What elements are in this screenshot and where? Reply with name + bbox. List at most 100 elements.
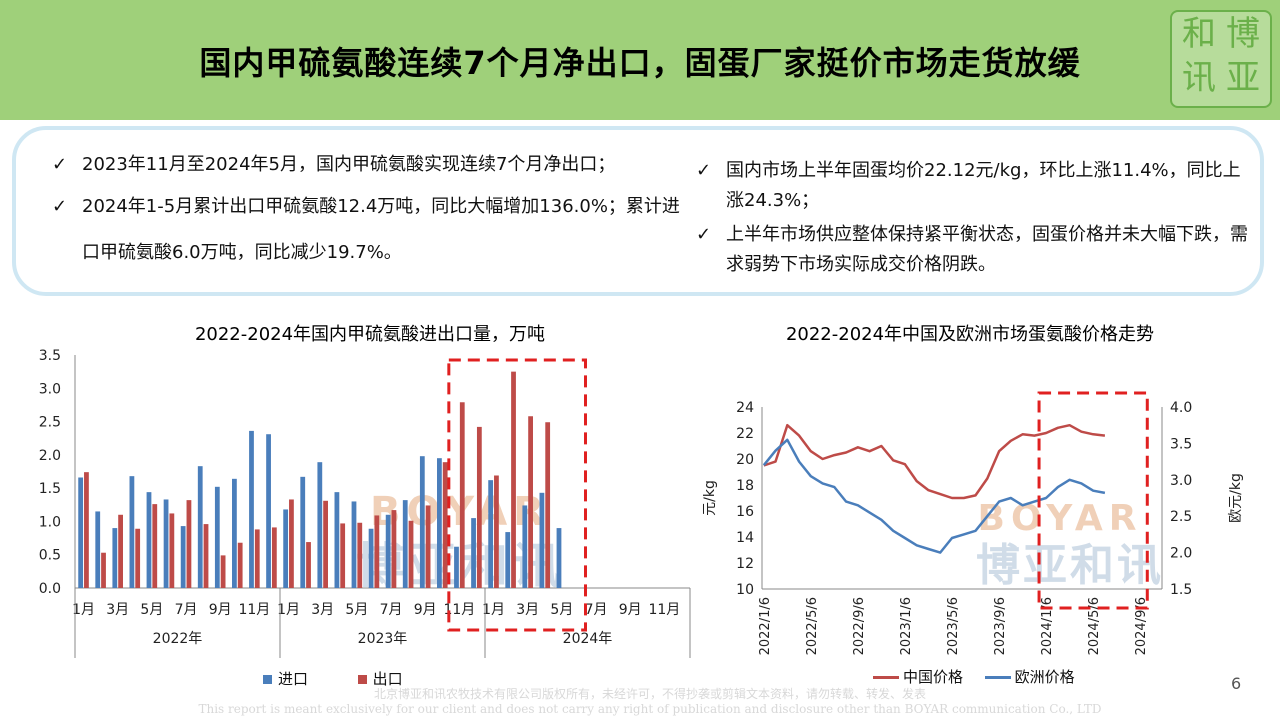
import-bar — [556, 528, 562, 588]
import-bar — [180, 526, 186, 588]
legend-import-label: 进口 — [278, 670, 309, 688]
export-bar — [511, 371, 516, 588]
bar-chart: BOYAR博亚和讯0.00.51.01.52.02.53.03.51月3月5月7… — [39, 348, 691, 658]
x-tick-label: 2024/5/6 — [1087, 597, 1102, 655]
x-tick-label: 7月 — [380, 602, 403, 618]
x-tick-label: 1月 — [72, 602, 95, 618]
bullet-item: 2024年1-5月累计出口甲硫氨酸12.4万吨，同比大幅增加136.0%；累计进… — [52, 184, 692, 276]
export-bar — [323, 500, 328, 588]
highlight-box — [447, 358, 588, 632]
y-tick-label: 12 — [736, 556, 754, 572]
page-title: 国内甲硫氨酸连续7个月净出口，固蛋厂家挺价市场走货放缓 — [199, 44, 1081, 82]
export-bar — [289, 499, 294, 588]
header-bar: 国内甲硫氨酸连续7个月净出口，固蛋厂家挺价市场走货放缓 和博讯亚 — [0, 0, 1280, 120]
legend-export-swatch — [357, 675, 367, 684]
y-tick-label: 2.0 — [39, 448, 61, 464]
y2-tick-label: 2.5 — [1170, 509, 1192, 525]
x-tick-label: 1月 — [277, 602, 300, 618]
import-bar — [112, 528, 118, 588]
import-bar — [419, 456, 425, 588]
export-bar — [135, 528, 141, 588]
x-tick-label: 1月 — [482, 602, 505, 618]
summary-left-bullets: 2023年11月至2024年5月，国内甲硫氨酸实现连续7个月净出口； 2024年… — [52, 150, 692, 276]
import-bar — [129, 476, 135, 588]
import-bar — [522, 505, 528, 588]
export-bar — [425, 505, 431, 588]
year-label: 2023年 — [358, 631, 408, 647]
import-bar — [454, 546, 459, 588]
y2-tick-label: 2.0 — [1170, 546, 1192, 562]
logo-char: 和 — [1182, 14, 1216, 54]
import-bar — [249, 430, 254, 588]
export-bar — [306, 542, 311, 588]
year-label: 2024年 — [563, 631, 613, 647]
export-bar — [408, 520, 414, 588]
export-bar — [84, 472, 89, 588]
europe-price-line — [762, 438, 1106, 554]
export-bar — [237, 542, 243, 588]
logo-char: 讯 — [1182, 58, 1216, 98]
logo-char: 亚 — [1226, 58, 1260, 98]
x-tick-label: 9月 — [619, 602, 642, 618]
import-bar — [351, 501, 357, 588]
import-bar — [437, 458, 442, 588]
import-bar — [146, 492, 152, 588]
x-tick-label: 2022/9/6 — [852, 597, 867, 655]
summary-right-bullets: 国内市场上半年固蛋均价22.12元/kg，环比上涨11.4%，同比上涨24.3%… — [696, 156, 1256, 280]
x-tick-label: 3月 — [106, 602, 129, 618]
bullet-item: 国内市场上半年固蛋均价22.12元/kg，环比上涨11.4%，同比上涨24.3%… — [696, 156, 1256, 216]
bar-chart-title: 2022-2024年国内甲硫氨酸进出口量，万吨 — [194, 324, 546, 345]
export-bar — [169, 513, 175, 588]
y-axis-label: 元/kg — [702, 480, 718, 516]
x-tick-label: 11月 — [648, 602, 680, 618]
import-bar — [78, 477, 84, 588]
china-price-line — [763, 423, 1106, 500]
import-bar — [95, 511, 101, 588]
export-bar — [254, 529, 260, 588]
y-tick-label: 16 — [736, 504, 754, 520]
y-tick-label: 1.0 — [39, 514, 61, 530]
y2-tick-label: 1.5 — [1170, 582, 1192, 598]
bullet-item: 上半年市场供应整体保持紧平衡状态，固蛋价格并未大幅下跌，需求弱势下市场实际成交价… — [696, 220, 1256, 280]
line-chart-title: 2022-2024年中国及欧洲市场蛋氨酸价格走势 — [785, 324, 1155, 345]
import-bar — [197, 466, 203, 588]
year-label: 2022年 — [153, 631, 203, 647]
y2-tick-label: 3.5 — [1170, 436, 1192, 452]
x-tick-label: 11月 — [238, 602, 270, 618]
import-bar — [539, 492, 545, 588]
export-bar — [340, 523, 346, 588]
x-tick-label: 3月 — [311, 602, 334, 618]
import-bar — [334, 492, 340, 588]
y-tick-label: 24 — [736, 400, 754, 416]
import-bar — [214, 486, 220, 588]
copyright-cn: 北京博亚和讯农牧技术有限公司版权所有，未经许可，不得抄袭或剪辑文本资料，请勿转载… — [373, 687, 926, 701]
import-bar — [471, 518, 476, 588]
legend-china-line — [873, 676, 899, 679]
y-tick-label: 0.0 — [39, 581, 61, 597]
bullet-item: 2023年11月至2024年5月，国内甲硫氨酸实现连续7个月净出口； — [52, 150, 692, 180]
boyar-logo: 和博讯亚 — [1170, 10, 1272, 108]
legend-export-label: 出口 — [372, 670, 403, 688]
x-tick-label: 2023/9/6 — [993, 597, 1008, 655]
export-bar — [152, 504, 158, 588]
legend-import-swatch — [263, 675, 272, 684]
highlight-box — [1037, 391, 1149, 610]
export-bar — [545, 422, 551, 588]
x-tick-label: 7月 — [175, 602, 198, 618]
watermark-cn: 博亚和讯 — [976, 540, 1164, 591]
export-bar — [374, 515, 380, 588]
export-bar — [118, 514, 123, 588]
export-bar — [476, 426, 482, 588]
export-bar — [203, 524, 209, 588]
import-bar — [505, 532, 511, 588]
x-tick-label: 9月 — [414, 602, 437, 618]
x-tick-label: 7月 — [585, 602, 608, 618]
import-bar — [283, 509, 289, 588]
import-bar — [163, 499, 169, 588]
page-number: 6 — [1231, 674, 1242, 693]
export-bar — [271, 527, 277, 588]
legend-china-label: 中国价格 — [903, 668, 964, 686]
import-bar — [317, 462, 323, 588]
export-bar — [442, 462, 448, 588]
x-tick-label: 2022/1/6 — [758, 597, 773, 655]
